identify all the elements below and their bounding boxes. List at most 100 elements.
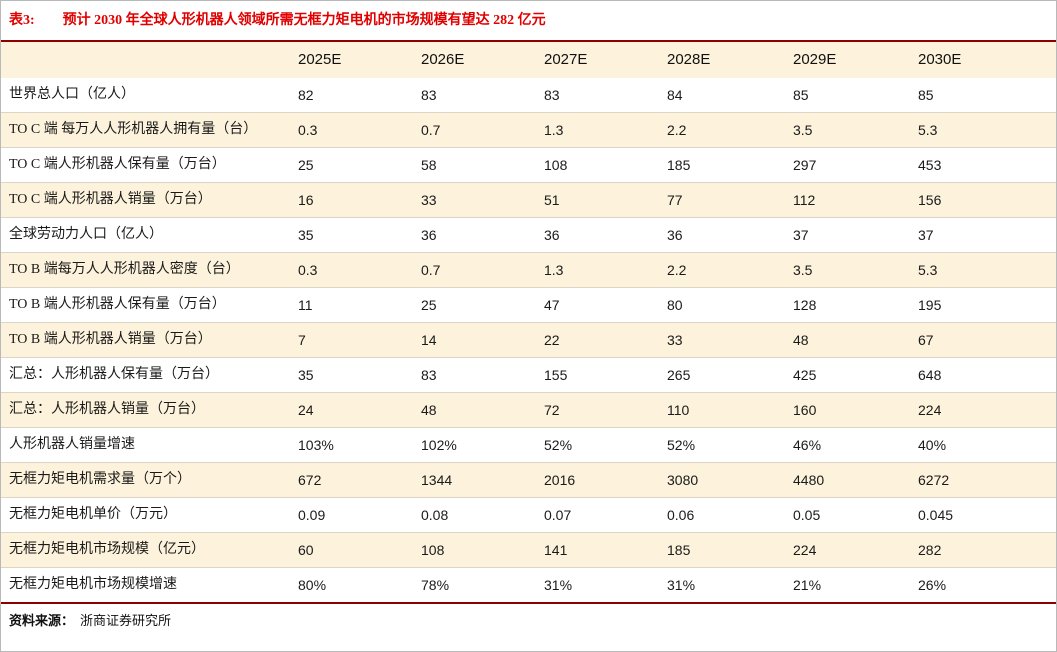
cell-value: 0.045 [918,507,954,523]
cell-value: 0.3 [298,262,318,278]
table-row: TO B 端人形机器人保有量（万台） 11 25 47 80 128 195 [1,287,1056,323]
cell-value: 0.06 [667,507,695,523]
cell-value: 40% [918,437,947,453]
cell-value: 51 [544,192,560,208]
table-title: 表3: 预计 2030 年全球人形机器人领域所需无框力矩电机的市场规模有望达 28… [1,1,1056,40]
table-row: 人形机器人销量增速 103% 102% 52% 52% 46% 40% [1,427,1056,463]
cell-value: 83 [421,87,437,103]
cell-value: 35 [298,227,314,243]
row-label: TO C 端 每万人人形机器人拥有量（台） [9,122,258,137]
cell-value: 5.3 [918,262,938,278]
cell-value: 72 [544,402,560,418]
column-header: 2028E [667,41,793,78]
row-label: TO B 端每万人人形机器人密度（台） [9,262,240,277]
cell-value: 26% [918,577,947,593]
cell-value: 80 [667,297,683,313]
cell-value: 160 [793,402,817,418]
row-label: 全球劳动力人口（亿人） [9,227,163,242]
cell-value: 37 [918,227,934,243]
table-title-label: 表3: [9,13,35,28]
cell-value: 6272 [918,472,950,488]
table-row: 汇总：人形机器人销量（万台） 24 48 72 110 160 224 [1,392,1056,428]
row-label: 无框力矩电机单价（万元） [9,507,177,522]
cell-value: 36 [667,227,683,243]
cell-value: 185 [667,542,691,558]
cell-value: 0.08 [421,507,449,523]
column-header: 2026E [421,41,544,78]
cell-value: 112 [793,192,816,208]
cell-value: 224 [918,402,942,418]
cell-value: 78% [421,577,450,593]
cell-value: 22 [544,332,560,348]
cell-value: 85 [918,87,934,103]
row-label: 人形机器人销量增速 [9,437,135,452]
table-row: 无框力矩电机单价（万元） 0.09 0.08 0.07 0.06 0.05 0.045 [1,497,1056,533]
cell-value: 102% [421,437,457,453]
cell-value: 453 [918,157,942,173]
table-row: TO B 端人形机器人销量（万台） 7 14 22 33 48 67 [1,322,1056,358]
table-row: TO C 端 每万人人形机器人拥有量（台） 0.3 0.7 1.3 2.2 3.5 5.3 [1,112,1056,148]
cell-value: 52% [667,437,696,453]
cell-value: 1.3 [544,122,564,138]
cell-value: 425 [793,367,817,383]
column-header: 2027E [544,41,667,78]
row-label: TO C 端人形机器人保有量（万台） [9,157,226,172]
cell-value: 83 [544,87,560,103]
row-label: 汇总：人形机器人保有量（万台） [9,367,219,382]
row-label: 世界总人口（亿人） [9,87,135,102]
row-label: 无框力矩电机市场规模增速 [9,577,177,592]
cell-value: 60 [298,542,314,558]
cell-value: 195 [918,297,942,313]
table-row: 全球劳动力人口（亿人） 35 36 36 36 37 37 [1,217,1056,253]
cell-value: 155 [544,367,568,383]
cell-value: 224 [793,542,817,558]
row-label: TO B 端人形机器人保有量（万台） [9,297,226,312]
cell-value: 58 [421,157,437,173]
cell-value: 2016 [544,472,576,488]
cell-value: 77 [667,192,683,208]
cell-value: 46% [793,437,822,453]
table-title-text: 预计 2030 年全球人形机器人领域所需无框力矩电机的市场规模有望达 282 亿… [62,13,546,28]
column-header: 2030E [918,41,1056,78]
cell-value: 0.07 [544,507,572,523]
cell-value: 48 [421,402,437,418]
source-text: 浙商证券研究所 [80,613,172,628]
row-label: TO B 端人形机器人销量（万台） [9,332,212,347]
cell-value: 67 [918,332,934,348]
cell-value: 16 [298,192,314,208]
cell-value: 82 [298,87,314,103]
cell-value: 5.3 [918,122,938,138]
cell-value: 3.5 [793,262,813,278]
source-note: 资料来源： 浙商证券研究所 [1,604,1056,637]
cell-value: 648 [918,367,942,383]
table-row: 世界总人口（亿人） 82 83 83 84 85 85 [1,78,1056,113]
cell-value: 14 [421,332,437,348]
source-label: 资料来源： [9,613,75,628]
cell-value: 0.09 [298,507,326,523]
row-label: 无框力矩电机需求量（万个） [9,472,191,487]
table-row: TO B 端每万人人形机器人密度（台） 0.3 0.7 1.3 2.2 3.5 5.3 [1,252,1056,288]
cell-value: 141 [544,542,568,558]
cell-value: 21% [793,577,822,593]
table-row: TO C 端人形机器人销量（万台） 16 33 51 77 112 156 [1,182,1056,218]
cell-value: 83 [421,367,437,383]
cell-value: 11 [298,297,313,313]
cell-value: 35 [298,367,314,383]
cell-value: 0.7 [421,262,441,278]
cell-value: 24 [298,402,314,418]
cell-value: 31% [667,577,696,593]
cell-value: 282 [918,542,942,558]
cell-value: 2.2 [667,122,687,138]
row-label: TO C 端人形机器人销量（万台） [9,192,212,207]
table-row: TO C 端人形机器人保有量（万台） 25 58 108 185 297 453 [1,147,1056,183]
cell-value: 4480 [793,472,825,488]
column-header: 2029E [793,41,918,78]
cell-value: 36 [544,227,560,243]
cell-value: 37 [793,227,809,243]
cell-value: 1344 [421,472,453,488]
cell-value: 103% [298,437,334,453]
cell-value: 0.7 [421,122,441,138]
row-label: 无框力矩电机市场规模（亿元） [9,542,205,557]
cell-value: 1.3 [544,262,564,278]
